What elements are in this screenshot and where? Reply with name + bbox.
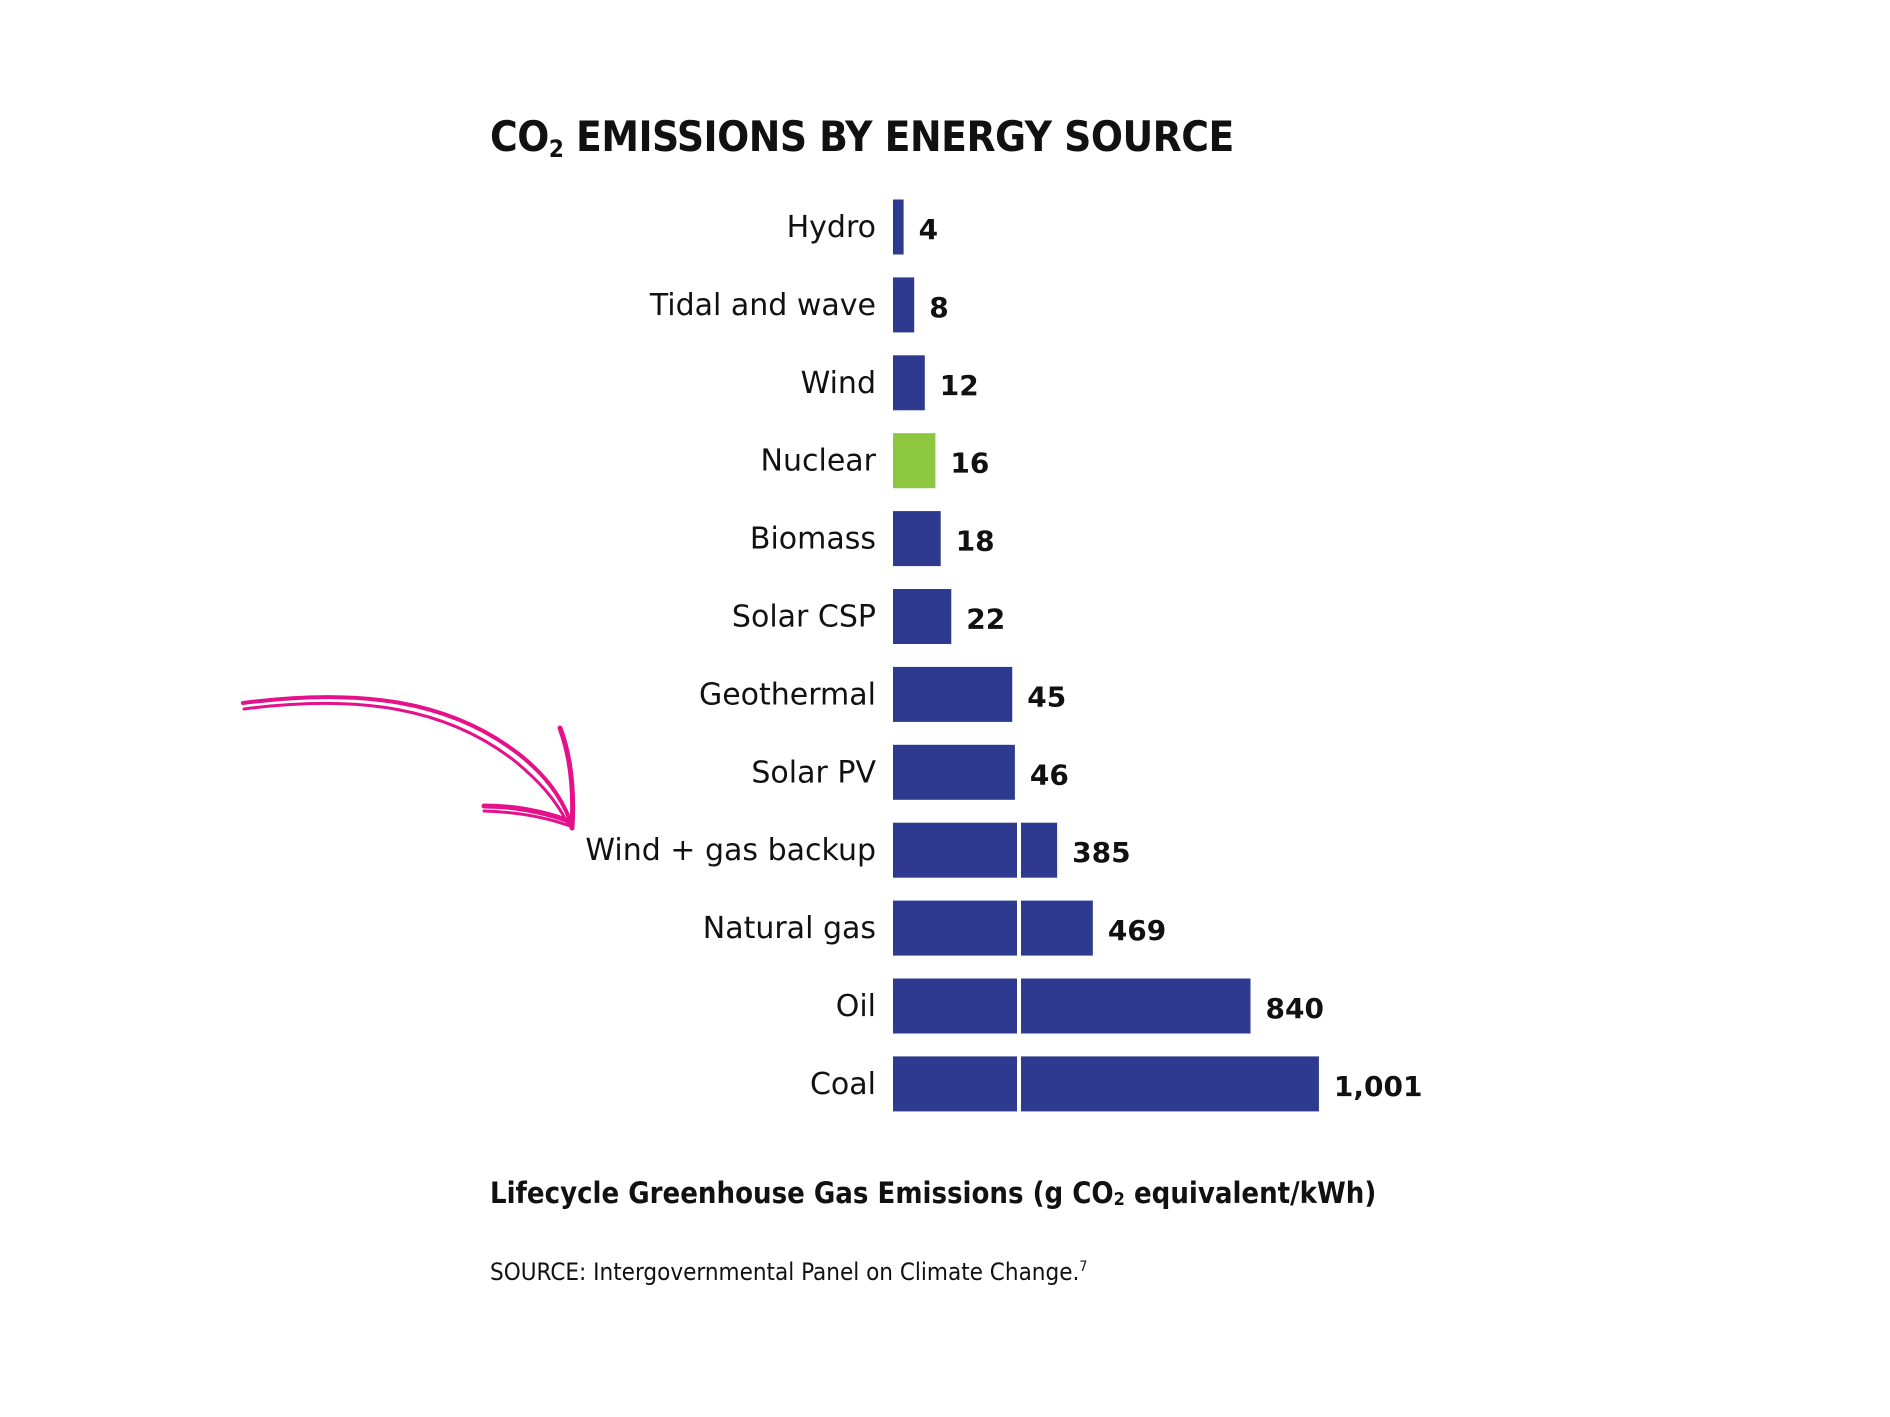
category-label: Solar CSP [732,600,876,635]
category-label: Biomass [750,522,876,557]
bar-natural-gas-segment-2 [1021,900,1093,956]
bar-tidal-and-wave [893,277,915,333]
value-label: 469 [1108,914,1166,947]
value-label: 16 [950,447,989,480]
xlabel-text-rest: equivalent/kWh) [1124,1176,1377,1210]
x-axis-label: Lifecycle Greenhouse Gas Emissions (g CO… [490,1176,1376,1210]
xlabel-subscript: 2 [1113,1189,1125,1210]
category-label: Coal [810,1067,876,1102]
value-label: 46 [1030,758,1069,791]
bar-solar-csp [893,589,952,644]
value-label: 8 [929,291,948,324]
arrow-head-horizontal [481,803,575,825]
value-label: 1,001 [1334,1070,1423,1103]
category-label: Oil [836,989,876,1024]
value-label: 840 [1266,992,1324,1025]
category-label: Hydro [787,210,876,245]
category-label: Solar PV [751,755,876,790]
source-text: SOURCE: Intergovernmental Panel on Clima… [490,1258,1080,1286]
bar-coal-segment-1 [893,1056,1017,1112]
category-label: Tidal and wave [649,288,876,323]
category-label: Wind + gas backup [585,833,876,868]
bar-geothermal [893,666,1013,722]
bar-oil-segment-1 [893,978,1017,1034]
category-label: Geothermal [699,677,876,712]
value-label: 45 [1027,680,1066,713]
arrow-head-horizontal-2 [482,809,572,828]
value-label: 385 [1072,836,1130,869]
title-subscript: 2 [548,135,564,163]
bar-oil-segment-2 [1021,978,1251,1034]
source-note: SOURCE: Intergovernmental Panel on Clima… [490,1258,1087,1286]
title-text-rest: EMISSIONS BY ENERGY SOURCE [563,112,1234,161]
bar-nuclear [893,433,936,489]
bar-wind [893,355,925,411]
bar-natural-gas-segment-1 [893,900,1017,956]
value-label: 18 [956,525,995,558]
bar-wind-gas-backup-segment-1 [893,822,1017,878]
chart-title: CO2 EMISSIONS BY ENERGY SOURCE [490,112,1234,163]
bar-biomass [893,511,941,567]
category-label: Wind [801,366,876,401]
value-label: 12 [940,369,979,402]
bar-wind-gas-backup-segment-2 [1021,822,1058,878]
annotation-arrow [241,695,576,831]
value-label: 22 [966,603,1005,636]
bar-solar-pv [893,744,1015,800]
arrow-shaft [241,695,572,822]
bar-hydro [893,199,904,255]
value-label: 4 [919,213,938,246]
bar-coal-segment-2 [1021,1056,1319,1112]
source-footnote: 7 [1079,1259,1088,1275]
arrow-head-vertical [557,725,576,831]
category-label: Nuclear [761,444,877,479]
arrow-shaft-stroke-2 [242,701,570,826]
xlabel-text: Lifecycle Greenhouse Gas Emissions (g CO [490,1176,1114,1210]
category-label: Natural gas [703,911,876,946]
title-text: CO [490,112,549,161]
